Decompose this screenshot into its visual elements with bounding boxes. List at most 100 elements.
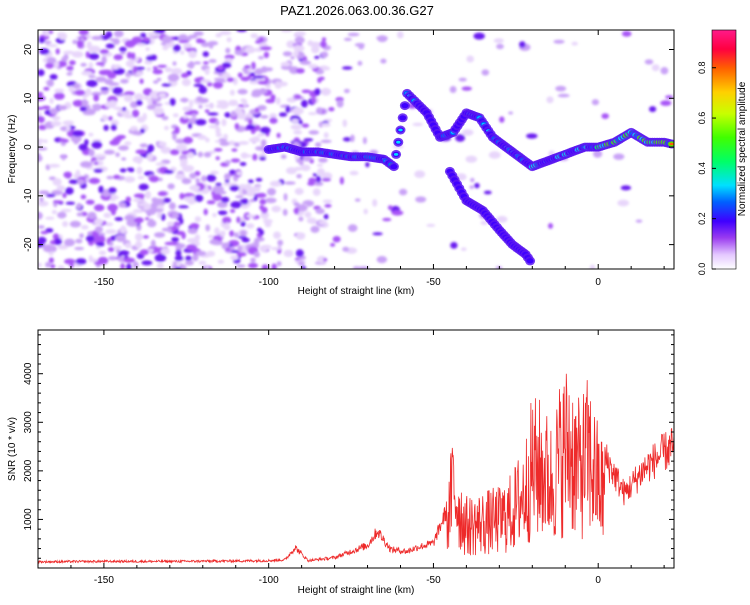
noise-blob — [621, 30, 632, 37]
noise-blob — [81, 225, 89, 230]
noise-blob — [140, 32, 147, 38]
noise-blob — [167, 73, 180, 82]
noise-blob — [240, 76, 251, 82]
noise-blob — [152, 208, 164, 212]
noise-blob — [308, 112, 317, 116]
noise-blob — [372, 232, 383, 236]
noise-blob — [145, 55, 156, 61]
noise-blob — [186, 244, 198, 251]
noise-blob — [118, 145, 129, 151]
noise-blob — [235, 195, 244, 199]
noise-blob — [245, 214, 256, 218]
noise-blob — [115, 234, 127, 242]
noise-blob — [258, 56, 264, 60]
noise-blob — [108, 256, 117, 261]
noise-blob — [233, 232, 239, 238]
noise-blob — [105, 31, 113, 39]
noise-blob — [508, 111, 513, 115]
noise-blob — [137, 175, 145, 180]
noise-blob — [76, 202, 82, 210]
noise-blob — [224, 112, 231, 118]
noise-blob — [151, 197, 159, 203]
noise-blob — [316, 255, 327, 264]
noise-blob — [660, 100, 672, 106]
noise-blob — [120, 79, 129, 84]
noise-blob — [271, 263, 277, 269]
noise-blob — [256, 89, 268, 94]
noise-blob — [256, 192, 267, 198]
noise-blob — [100, 87, 110, 91]
noise-blob — [198, 260, 207, 265]
noise-blob — [38, 111, 42, 117]
noise-blob — [204, 68, 210, 75]
noise-blob — [185, 255, 192, 261]
noise-blob — [84, 139, 89, 146]
noise-blob — [265, 98, 276, 104]
snr-ylabel: SNR (10 * v/v) — [7, 417, 18, 481]
noise-blob — [257, 133, 265, 137]
noise-blob — [244, 46, 256, 54]
colorbar: 0.0 0.2 0.4 0.6 0.8 Normalized spectral ampl… — [697, 29, 748, 275]
noise-blob — [414, 170, 426, 178]
noise-blob — [267, 188, 276, 196]
noise-blob — [350, 134, 355, 143]
noise-blob — [222, 62, 232, 69]
spec-ytick-label: 20 — [23, 44, 34, 56]
noise-blob — [110, 124, 117, 131]
noise-blob — [178, 40, 190, 44]
noise-blob — [169, 98, 176, 106]
noise-blob — [617, 199, 630, 207]
noise-blob — [216, 201, 228, 209]
noise-blob — [254, 68, 263, 75]
noise-blob — [248, 179, 254, 184]
noise-blob — [318, 220, 328, 225]
noise-blob — [322, 199, 333, 204]
noise-blob — [130, 101, 138, 109]
noise-blob — [259, 205, 264, 210]
noise-blob — [209, 43, 214, 49]
noise-blob — [259, 46, 272, 51]
noise-blob — [99, 49, 110, 54]
noise-blob — [342, 66, 353, 70]
signal-core — [398, 128, 403, 132]
noise-blob — [318, 157, 328, 163]
spec-xtick-label: -50 — [426, 277, 441, 288]
noise-blob — [93, 161, 99, 165]
noise-blob — [152, 66, 158, 70]
noise-blob — [299, 60, 312, 65]
noise-blob — [62, 221, 69, 227]
noise-blob — [382, 217, 392, 222]
noise-blob — [206, 82, 213, 87]
noise-blob — [493, 38, 504, 44]
noise-blob — [85, 199, 95, 205]
noise-blob — [180, 50, 185, 55]
noise-blob — [139, 78, 144, 85]
noise-blob — [613, 153, 625, 160]
noise-blob — [149, 90, 161, 99]
noise-blob — [175, 243, 186, 249]
noise-blob — [253, 251, 260, 258]
colorbar-label: Normalized spectral amplitude — [737, 81, 748, 216]
noise-blob — [286, 40, 296, 49]
noise-blob — [311, 97, 317, 104]
noise-blob — [194, 216, 202, 223]
noise-blob — [120, 263, 125, 269]
noise-blob — [208, 235, 214, 239]
noise-blob — [260, 115, 269, 119]
noise-blob — [111, 65, 120, 70]
noise-blob — [275, 97, 281, 105]
noise-blob — [171, 237, 180, 242]
noise-blob — [131, 52, 136, 60]
noise-blob — [120, 225, 127, 234]
spectrogram-frame — [37, 29, 675, 270]
noise-blob — [234, 50, 245, 56]
noise-blob — [203, 61, 209, 65]
noise-blob — [294, 166, 303, 171]
noise-blob — [75, 238, 83, 244]
noise-blob — [332, 236, 341, 243]
noise-blob — [56, 185, 66, 192]
noise-blob — [135, 240, 143, 249]
noise-blob — [215, 126, 221, 135]
noise-blob — [88, 75, 96, 79]
